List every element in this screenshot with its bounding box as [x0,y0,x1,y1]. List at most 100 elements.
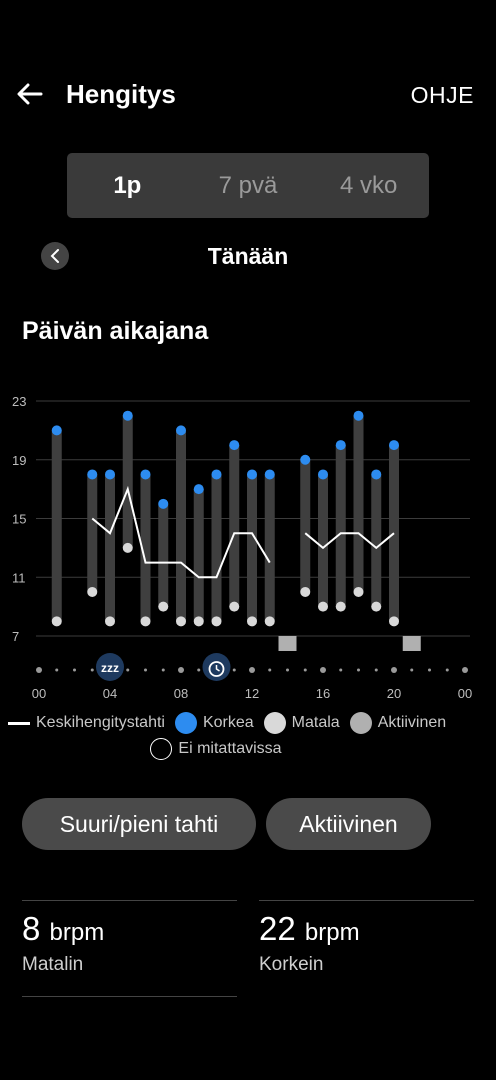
range-bar [247,474,257,622]
legend-high: Korkea [202,714,254,731]
low-dot [371,601,382,612]
hour-dot [268,668,272,672]
hour-dot [161,668,165,672]
low-dot [158,601,169,612]
high-dot [318,469,328,480]
chart-legend: Keskihengitystahti Korkea Matala Aktiivi… [8,710,494,762]
x-tick-label: 00 [458,686,472,701]
hour-dot [462,667,468,673]
hour-dot [249,667,255,673]
high-dot [122,410,133,421]
legend-low: Matala [291,714,340,731]
range-bar [140,474,151,622]
low-dot [51,616,62,627]
high-dot [87,469,98,480]
section-title: Päivän aikajana [22,317,209,345]
low-dot [140,616,151,627]
active-dot-swatch [349,712,372,734]
highest-stat: 22 brpm Korkein [259,900,474,977]
range-bar [122,415,133,548]
high-dot [176,425,186,436]
x-tick-label: 20 [387,686,401,701]
y-tick-label: 23 [12,394,26,409]
x-tick-label: 00 [32,686,46,701]
low-dot [176,616,186,627]
tab-7-days[interactable]: 7 pvä [218,171,278,199]
y-tick-label: 15 [12,512,26,527]
lowest-value: 8 [22,910,41,947]
help-button[interactable]: OHJE [410,82,474,108]
low-dot [335,601,346,612]
hour-dot [320,667,326,673]
low-dot [211,616,222,627]
range-bar [353,415,364,592]
high-dot [300,454,311,465]
low-dot [353,586,364,597]
hour-dot [36,667,42,673]
hour-dot [73,668,76,672]
previous-day-button[interactable] [41,242,69,270]
low-dot [122,542,133,553]
date-label: Tänään [207,243,289,269]
alarm-icon-hands [215,665,220,672]
range-bar [158,503,169,607]
lowest-label: Matalin [22,954,84,975]
low-dot-swatch [263,712,286,734]
high-dot [211,469,222,480]
high-dot [389,440,399,451]
back-button[interactable] [10,74,50,114]
hour-dot [178,667,184,673]
range-bar [105,474,115,622]
high-dot [158,498,169,509]
rate-range-chip[interactable]: Suuri/pieni tahti [22,798,256,850]
period-tabs: 1p 7 pvä 4 vko [67,153,429,218]
high-dot [140,469,151,480]
low-dot [300,586,311,597]
hour-dot [357,668,360,672]
y-tick-label: 11 [12,570,26,585]
lowest-stat: 8 brpm Matalin [22,900,237,977]
y-tick-label: 7 [12,629,19,644]
low-dot [264,616,275,627]
high-dot-swatch [174,712,197,734]
active-chip[interactable]: Aktiivinen [266,798,431,850]
high-dot [247,469,257,480]
low-dot [247,616,257,627]
sleep-icon-glyph: zzz [101,661,119,675]
active-marker [278,636,297,651]
legend-average: Keskihengitystahti [36,714,165,731]
sleep-icon [96,653,124,681]
hour-dot [197,668,201,672]
legend-active: Aktiivinen [377,714,447,731]
average-line [91,485,271,579]
highest-value: 22 [259,910,296,947]
high-dot [229,440,240,451]
highest-unit: brpm [304,919,360,946]
lowest-unit: brpm [49,919,105,946]
alarm-icon-face [208,661,225,677]
hour-dot [339,668,343,672]
hour-dot [144,668,147,672]
tab-1-day[interactable]: 1p [113,171,142,199]
active-marker [402,636,421,651]
high-dot [264,469,275,480]
hour-dot [391,667,397,673]
tab-4-weeks[interactable]: 4 vko [339,171,398,199]
y-tick-label: 19 [12,453,26,468]
range-bar [176,430,186,622]
x-tick-label: 04 [103,686,117,701]
high-dot [371,469,382,480]
chevron-left-icon [50,249,59,263]
high-dot [335,440,346,451]
next-stat-divider [22,996,237,997]
hour-dot [303,668,307,672]
hour-dot [126,668,130,672]
range-bar [300,459,311,592]
high-dot [353,410,364,421]
range-bar [229,445,240,607]
arrow-left-icon [17,83,43,105]
low-dot [193,616,204,627]
high-dot [51,425,62,436]
x-tick-label: 16 [316,686,330,701]
range-bar [211,474,222,622]
